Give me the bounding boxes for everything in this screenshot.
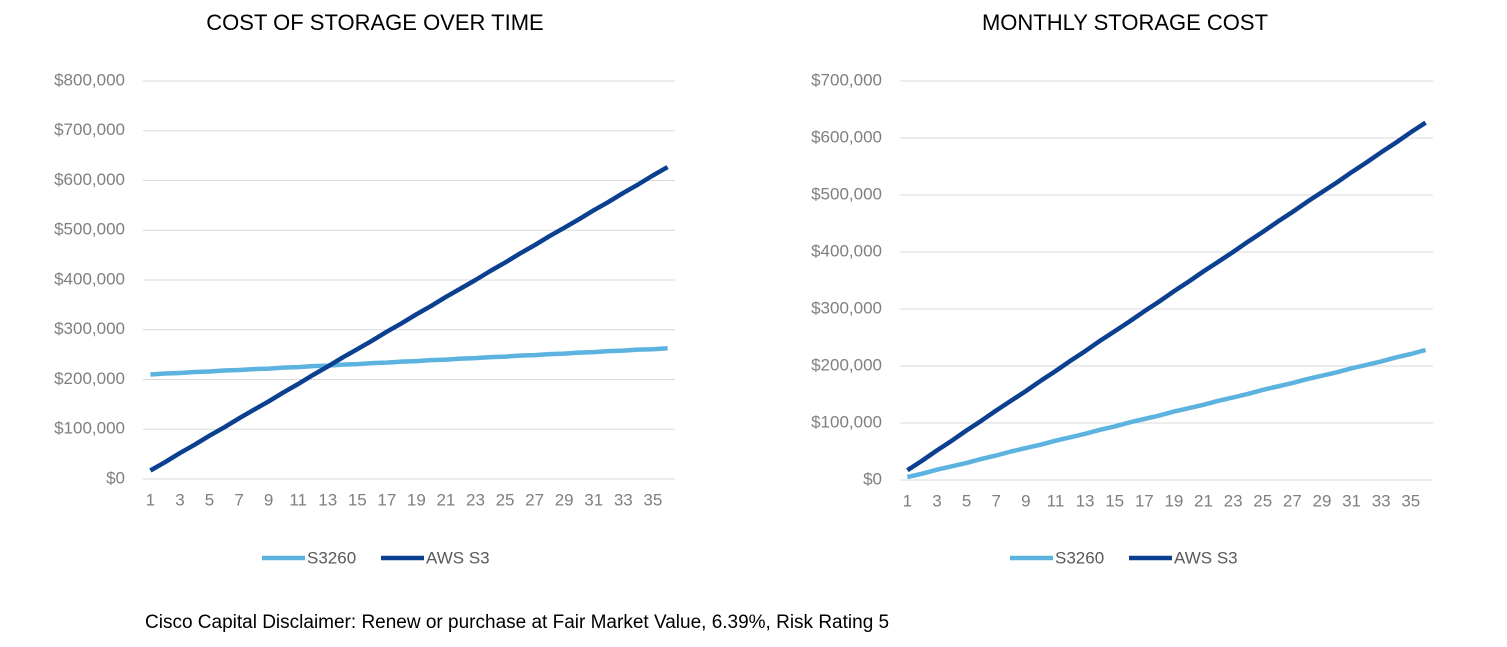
y-tick-label: $0	[106, 468, 125, 487]
x-tick-label: 7	[992, 491, 1001, 510]
x-tick-label: 33	[614, 490, 633, 509]
line-series	[149, 165, 669, 473]
y-tick-label: $500,000	[54, 220, 125, 239]
chart-title: MONTHLY STORAGE COST	[982, 10, 1268, 35]
x-tick-label: 3	[175, 490, 184, 509]
y-tick-label: $700,000	[54, 120, 125, 139]
x-tick-label: 19	[407, 490, 426, 509]
y-tick-label: $200,000	[811, 355, 882, 374]
x-tick-label: 1	[146, 490, 155, 509]
x-tick-label: 23	[466, 490, 485, 509]
y-tick-label: $0	[863, 469, 882, 488]
y-tick-label: $400,000	[54, 269, 125, 288]
x-tick-label: 17	[1135, 491, 1154, 510]
x-tick-label: 17	[377, 490, 396, 509]
x-tick-label: 11	[289, 490, 307, 509]
legend-label: AWS S3	[1174, 548, 1238, 567]
y-tick-label: $400,000	[811, 241, 882, 260]
x-tick-label: 13	[318, 490, 337, 509]
chart-title: COST OF STORAGE OVER TIME	[206, 10, 543, 35]
x-tick-label: 27	[1283, 491, 1302, 510]
x-tick-label: 9	[1021, 491, 1030, 510]
y-tick-label: $300,000	[811, 298, 882, 317]
x-tick-label: 29	[555, 490, 574, 509]
x-tick-label: 15	[348, 490, 367, 509]
y-tick-label: $600,000	[811, 127, 882, 146]
x-tick-label: 3	[932, 491, 941, 510]
y-tick-label: $200,000	[54, 369, 125, 388]
x-tick-label: 35	[643, 490, 662, 509]
y-tick-label: $500,000	[811, 184, 882, 203]
line-series	[150, 345, 668, 377]
x-tick-label: 35	[1401, 491, 1420, 510]
legend-label: S3260	[1055, 548, 1104, 567]
x-tick-label: 21	[436, 490, 455, 509]
line-series	[906, 347, 1427, 480]
line-series	[906, 120, 1427, 473]
y-tick-label: $700,000	[811, 70, 882, 89]
x-tick-label: 9	[264, 490, 273, 509]
x-tick-label: 33	[1372, 491, 1391, 510]
x-tick-label: 5	[205, 490, 214, 509]
x-tick-label: 23	[1224, 491, 1243, 510]
x-tick-label: 13	[1076, 491, 1095, 510]
x-tick-label: 31	[1342, 491, 1361, 510]
x-tick-label: 5	[962, 491, 971, 510]
legend-label: S3260	[307, 548, 356, 567]
y-tick-label: $100,000	[54, 419, 125, 438]
x-tick-label: 29	[1312, 491, 1331, 510]
x-tick-label: 19	[1164, 491, 1183, 510]
y-tick-label: $600,000	[54, 170, 125, 189]
x-tick-label: 25	[496, 490, 515, 509]
x-tick-label: 15	[1105, 491, 1124, 510]
legend-label: AWS S3	[426, 548, 490, 567]
x-tick-label: 1	[903, 491, 912, 510]
footnote: Cisco Capital Disclaimer: Renew or purch…	[145, 612, 889, 633]
x-tick-label: 11	[1047, 491, 1065, 510]
x-tick-label: 25	[1253, 491, 1272, 510]
x-tick-label: 21	[1194, 491, 1213, 510]
y-tick-label: $300,000	[54, 319, 125, 338]
x-tick-label: 31	[584, 490, 603, 509]
y-tick-label: $800,000	[54, 70, 125, 89]
y-tick-label: $100,000	[811, 412, 882, 431]
x-tick-label: 27	[525, 490, 544, 509]
x-tick-label: 7	[234, 490, 243, 509]
